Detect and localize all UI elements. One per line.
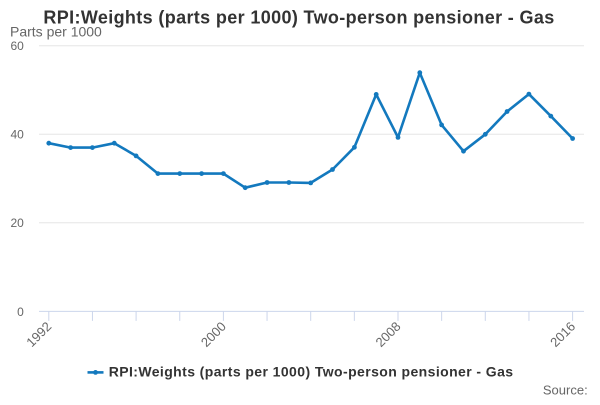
svg-text:Source:: Source: [543, 382, 588, 397]
svg-text:0: 0 [17, 305, 24, 319]
svg-text:Parts per 1000: Parts per 1000 [10, 23, 102, 39]
svg-text:40: 40 [10, 128, 24, 142]
svg-text:RPI:Weights (parts per 1000) T: RPI:Weights (parts per 1000) Two-person … [109, 364, 514, 380]
svg-text:RPI:Weights (parts per 1000) T: RPI:Weights (parts per 1000) Two-person … [43, 8, 554, 28]
svg-text:60: 60 [10, 39, 24, 53]
svg-text:20: 20 [10, 216, 24, 230]
